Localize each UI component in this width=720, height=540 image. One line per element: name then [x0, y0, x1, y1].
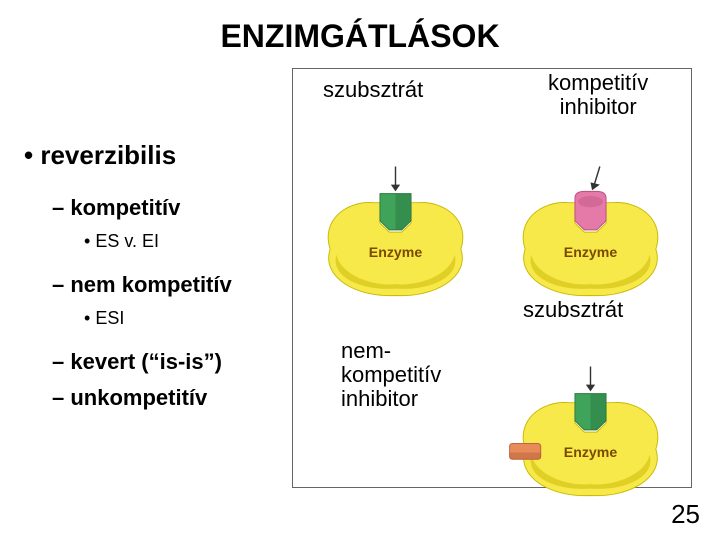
page-title: ENZIMGÁTLÁSOK	[0, 18, 720, 55]
bullet-kevert: kevert (“is-is”)	[52, 349, 232, 375]
enzyme-diagram-1: Enzyme	[508, 159, 673, 314]
bullet-list: reverzibilis kompetitív ES v. EI nem kom…	[24, 140, 232, 421]
bullet-unkompetitiv: unkompetitív	[52, 385, 232, 411]
bullet-reverzibilis: reverzibilis	[24, 140, 232, 171]
enzyme-diagram-0: Enzyme	[313, 159, 478, 314]
label-komp-inhibitor: kompetitív inhibitor	[548, 71, 648, 119]
label-nemkomp-inhibitor: nem- kompetitív inhibitor	[341, 339, 441, 412]
enzyme-diagram-2: Enzyme	[508, 359, 673, 514]
svg-text:Enzyme: Enzyme	[564, 444, 618, 460]
bullet-es-ei: ES v. EI	[84, 231, 232, 252]
svg-text:Enzyme: Enzyme	[564, 244, 618, 260]
enzyme-icon: Enzyme	[508, 359, 673, 509]
enzyme-icon: Enzyme	[313, 159, 478, 309]
label-szubsztrat-top: szubsztrát	[323, 77, 423, 103]
bullet-nem-kompetitiv: nem kompetitív	[52, 272, 232, 298]
bullet-kompetitiv: kompetitív	[52, 195, 232, 221]
page-number: 25	[671, 499, 700, 530]
diagram-frame: szubsztrát kompetitív inhibitor nem- kom…	[292, 68, 692, 488]
svg-text:Enzyme: Enzyme	[369, 244, 423, 260]
enzyme-icon: Enzyme	[508, 159, 673, 309]
bullet-esi: ESI	[84, 308, 232, 329]
